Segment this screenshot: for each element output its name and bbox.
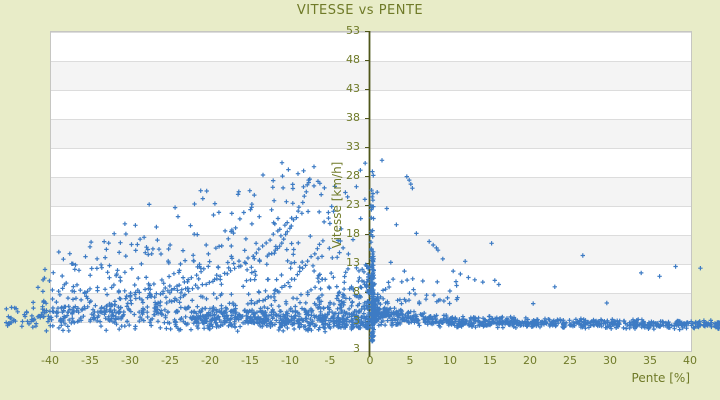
x-tick-label: 35	[643, 354, 657, 367]
x-tick-label: -10	[281, 354, 299, 367]
y-axis-title: Vitesse [km/h]	[330, 161, 344, 249]
x-tick-label: 15	[483, 354, 497, 367]
y-gridline	[51, 148, 691, 149]
y-gridline	[51, 119, 691, 120]
y-gridline	[51, 61, 691, 62]
x-tick-label: 10	[443, 354, 457, 367]
x-tick-label: 30	[603, 354, 617, 367]
x-tick-label: 20	[523, 354, 537, 367]
plot-band	[51, 90, 691, 119]
plot-band	[51, 119, 691, 148]
x-tick-label: -30	[121, 354, 139, 367]
x-tick-label: -20	[201, 354, 219, 367]
y-gridline	[51, 90, 691, 91]
x-tick-label: 25	[563, 354, 577, 367]
y-tick-label: 48	[346, 53, 360, 66]
x-axis-title: Pente [%]	[631, 371, 690, 385]
x-tick-label: 40	[683, 354, 697, 367]
y-tick-label: 43	[346, 82, 360, 95]
y-tick-label: 28	[346, 169, 360, 182]
y-tick-label: 8	[353, 285, 360, 298]
plot-band	[51, 61, 691, 90]
y-tick-label: 53	[346, 24, 360, 37]
y-tick-label: 3	[353, 314, 360, 327]
y-tick-label: 33	[346, 140, 360, 153]
scatter-points	[4, 158, 720, 344]
x-tick-label: -25	[161, 354, 179, 367]
x-tick-label: -15	[241, 354, 259, 367]
x-tick-label: 0	[366, 354, 374, 367]
plot-band	[51, 32, 691, 61]
y-gridline	[51, 177, 691, 178]
y-gridline	[51, 32, 691, 33]
y-tick-label: 13	[346, 256, 360, 269]
chart-title: VITESSE vs PENTE	[296, 3, 424, 18]
x-tick-label: -40	[41, 354, 59, 367]
y-axis-bottom-label: 3	[353, 342, 360, 355]
x-tick-label: -5	[324, 354, 336, 367]
y-tick-label: 23	[346, 198, 360, 211]
y-tick-label: 38	[346, 111, 360, 124]
x-tick-label: 5	[406, 354, 414, 367]
x-tick-label: -35	[81, 354, 99, 367]
y-tick-label: 18	[346, 227, 360, 240]
